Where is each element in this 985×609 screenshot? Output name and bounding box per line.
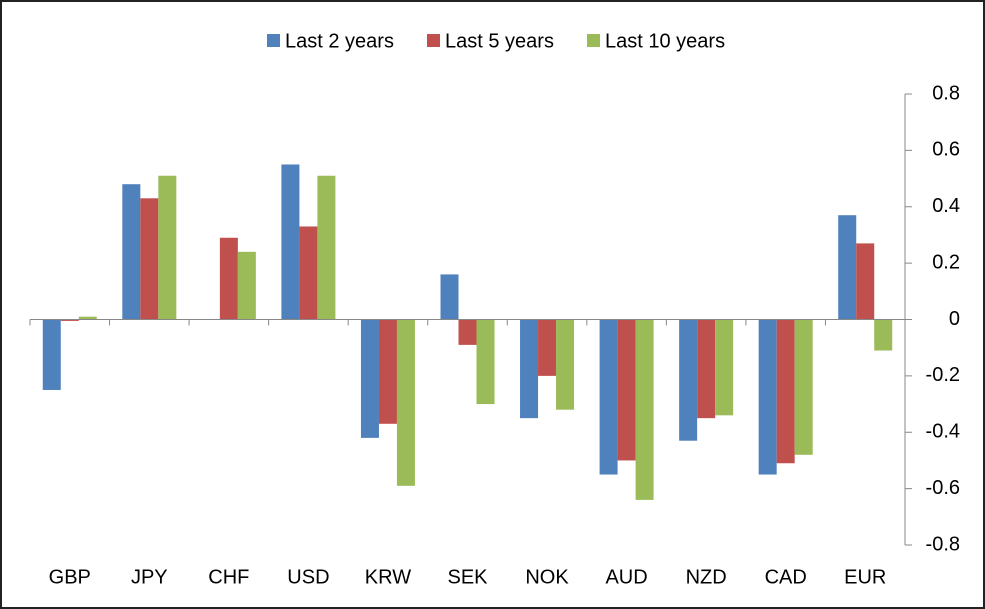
- bar: [556, 319, 575, 410]
- bar: [476, 319, 495, 405]
- bar: [60, 319, 79, 321]
- y-tick-label: 0: [949, 308, 960, 330]
- bar: [158, 175, 177, 320]
- bar: [458, 319, 477, 345]
- bar: [42, 319, 61, 390]
- bar: [679, 319, 698, 441]
- bar: [378, 319, 397, 424]
- x-tick-label: NZD: [686, 566, 727, 588]
- x-tick-label: USD: [287, 566, 329, 588]
- bar: [440, 274, 459, 320]
- bar: [838, 215, 857, 320]
- bar: [237, 251, 256, 320]
- bar: [140, 198, 159, 320]
- bar: [520, 319, 539, 419]
- y-tick-label: -0.6: [926, 477, 960, 499]
- bar: [317, 175, 336, 320]
- x-tick-label: GBP: [49, 566, 91, 588]
- bar: [281, 164, 300, 320]
- bar: [78, 316, 97, 320]
- bar: [874, 319, 893, 351]
- x-tick-label: AUD: [605, 566, 647, 588]
- bar: [299, 226, 318, 320]
- legend-swatch: [427, 34, 440, 47]
- x-tick-label: EUR: [844, 566, 886, 588]
- bar: [219, 237, 238, 320]
- y-tick-label: 0.8: [932, 82, 960, 104]
- bar: [617, 319, 636, 461]
- bar: [758, 319, 777, 475]
- bar: [635, 319, 654, 500]
- y-tick-label: -0.8: [926, 533, 960, 555]
- legend-label: Last 2 years: [285, 30, 394, 52]
- x-tick-label: CHF: [208, 566, 249, 588]
- x-tick-label: CAD: [765, 566, 807, 588]
- y-tick-label: -0.2: [926, 364, 960, 386]
- legend-swatch: [587, 34, 600, 47]
- bar: [396, 319, 415, 486]
- bar: [697, 319, 716, 419]
- bar: [360, 319, 379, 438]
- y-tick-label: -0.4: [926, 421, 960, 443]
- bar: [538, 319, 557, 376]
- bar: [794, 319, 813, 455]
- bar: [776, 319, 795, 464]
- x-tick-label: NOK: [525, 566, 569, 588]
- bar: [715, 319, 734, 416]
- y-tick-label: 0.6: [932, 139, 960, 161]
- bar: [599, 319, 618, 475]
- x-tick-label: SEK: [447, 566, 488, 588]
- y-tick-label: 0.4: [932, 195, 960, 217]
- bar: [856, 243, 875, 320]
- x-tick-label: KRW: [365, 566, 411, 588]
- legend-label: Last 10 years: [605, 30, 725, 52]
- bar: [122, 184, 141, 320]
- legend-swatch: [267, 34, 280, 47]
- legend-label: Last 5 years: [445, 30, 554, 52]
- x-tick-label: JPY: [131, 566, 168, 588]
- y-tick-label: 0.2: [932, 251, 960, 273]
